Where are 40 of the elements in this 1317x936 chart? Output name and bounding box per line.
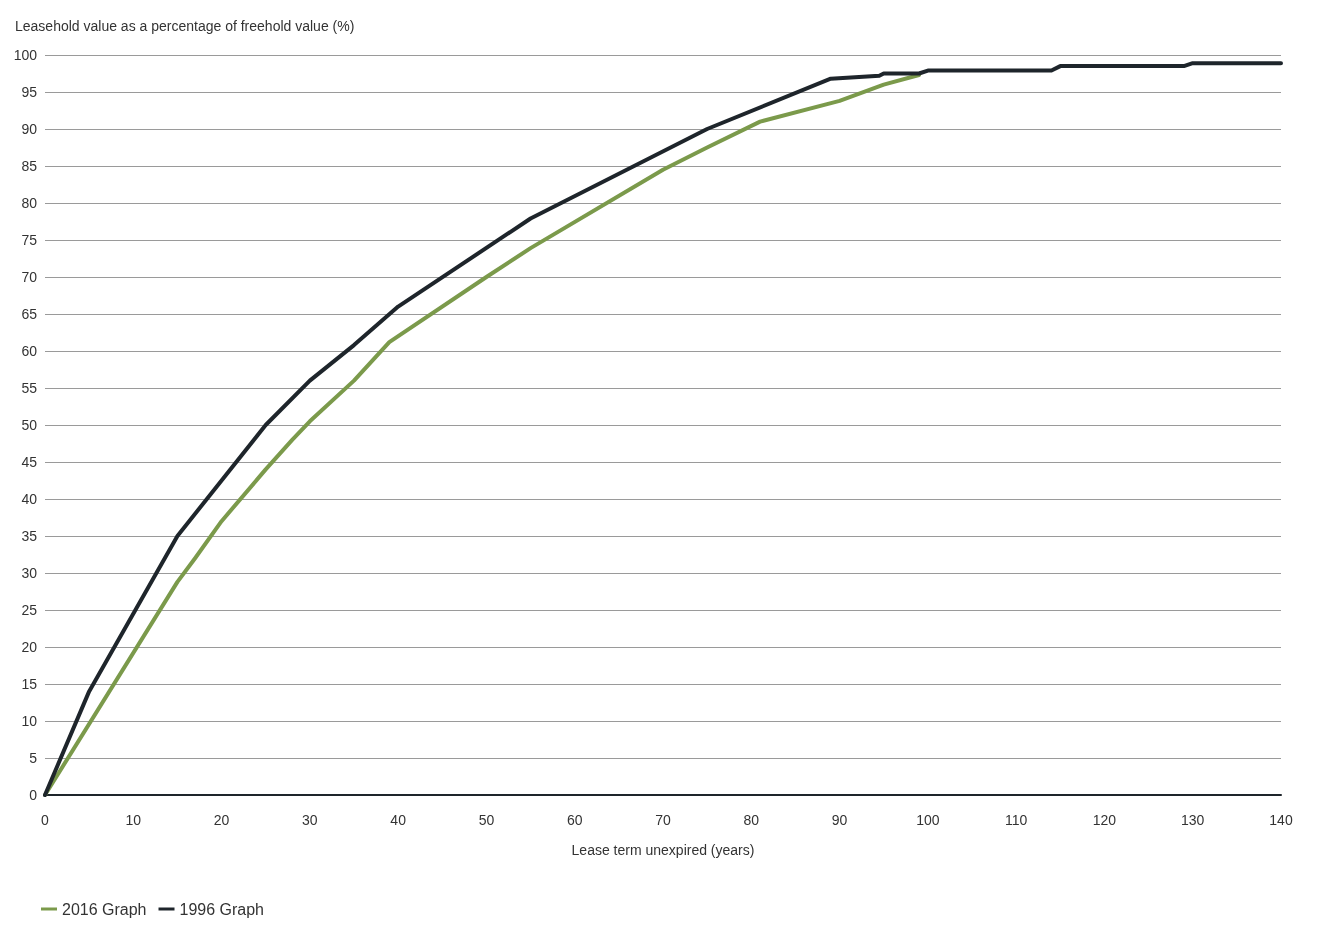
x-tick-label: 70: [655, 812, 671, 828]
y-tick-label: 70: [21, 269, 38, 285]
x-tick-label: 130: [1181, 812, 1205, 828]
x-tick-label: 90: [831, 812, 848, 828]
y-tick-label: 50: [21, 417, 38, 433]
y-tick-label: 15: [21, 676, 38, 692]
y-axis-title: Leasehold value as a percentage of freehold value (%): [15, 18, 355, 34]
y-tick-label: 25: [21, 602, 38, 618]
x-tick-label: 120: [1092, 812, 1117, 828]
x-tick-label: 10: [125, 812, 142, 828]
x-tick-label: 20: [213, 812, 230, 828]
x-tick-label: 30: [302, 812, 318, 828]
legend-label: 2016 Graph: [62, 900, 147, 918]
x-tick-label: 110: [1004, 812, 1028, 828]
y-tick-label: 100: [13, 47, 38, 63]
y-tick-label: 75: [21, 232, 38, 248]
x-tick-label: 60: [566, 812, 583, 828]
y-tick-label: 5: [29, 750, 38, 766]
x-tick-label: 40: [390, 812, 407, 828]
x-axis-title: Lease term unexpired (years): [571, 842, 755, 858]
legend-label: 1996 Graph: [179, 900, 265, 918]
y-tick-label: 90: [21, 121, 38, 137]
y-tick-label: 20: [21, 639, 38, 655]
y-tick-label: 0: [29, 787, 38, 803]
y-tick-label: 30: [21, 565, 38, 581]
x-tick-label: 140: [1269, 812, 1293, 828]
x-tick-label: 80: [743, 812, 760, 828]
y-tick-label: 60: [21, 343, 38, 359]
y-tick-label: 40: [21, 491, 38, 507]
y-tick-label: 10: [21, 713, 38, 729]
y-tick-label: 80: [21, 195, 38, 211]
y-tick-label: 85: [21, 158, 38, 174]
y-tick-label: 45: [21, 454, 38, 470]
x-tick-label: 50: [478, 812, 495, 828]
x-tick-label: 0: [41, 812, 50, 828]
y-tick-label: 95: [21, 84, 38, 100]
y-tick-label: 65: [21, 306, 38, 322]
x-tick-label: 100: [916, 812, 940, 828]
y-tick-label: 35: [21, 528, 38, 544]
y-tick-label: 55: [21, 380, 38, 396]
